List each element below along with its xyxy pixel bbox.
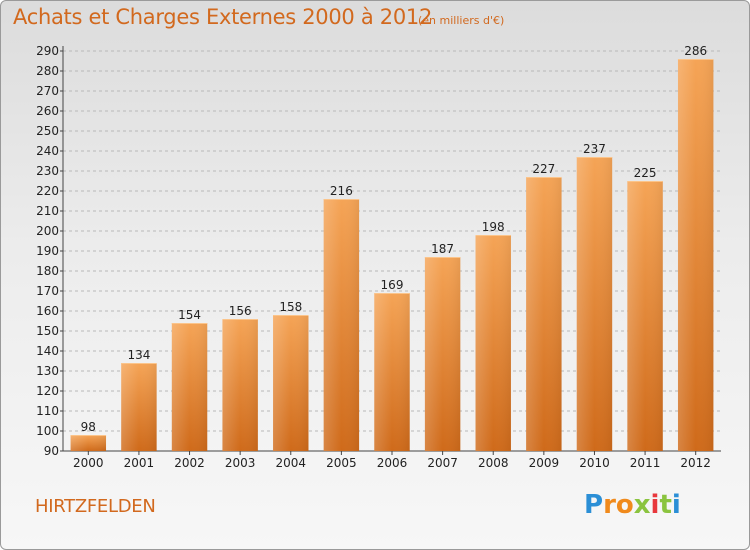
x-tick-label: 2008: [478, 456, 509, 470]
y-tick-label: 180: [36, 264, 59, 278]
x-tick-label: 2010: [579, 456, 610, 470]
data-label: 286: [684, 44, 707, 58]
data-label: 237: [583, 142, 606, 156]
data-label: 98: [81, 420, 96, 434]
y-tick-label: 220: [36, 184, 59, 198]
logo-letter: o: [615, 490, 634, 520]
chart-title: Achats et Charges Externes 2000 à 2012: [13, 5, 433, 29]
x-tick-label: 2009: [529, 456, 560, 470]
logo-letter: i: [671, 490, 681, 520]
data-label: 187: [431, 242, 454, 256]
data-label: 216: [330, 184, 353, 198]
y-tick-label: 170: [36, 284, 59, 298]
logo-letter: t: [659, 490, 672, 520]
proxiti-logo: Proxiti: [584, 490, 681, 520]
y-tick-label: 210: [36, 204, 59, 218]
y-tick-label: 230: [36, 164, 59, 178]
data-label: 225: [634, 166, 657, 180]
x-tick-label: 2003: [225, 456, 256, 470]
x-tick-label: 2002: [174, 456, 205, 470]
y-tick-label: 280: [36, 64, 59, 78]
bar-shading: [475, 235, 511, 451]
y-tick-label: 110: [36, 404, 59, 418]
data-label: 156: [229, 304, 252, 318]
y-tick-label: 250: [36, 124, 59, 138]
x-tick-label: 2006: [377, 456, 408, 470]
bar-shading: [171, 323, 208, 451]
data-label: 158: [279, 300, 302, 314]
x-tick-label: 2005: [326, 456, 357, 470]
y-tick-label: 150: [36, 324, 59, 338]
y-tick-label: 90: [44, 444, 59, 458]
y-tick-label: 140: [36, 344, 59, 358]
y-tick-label: 120: [36, 384, 59, 398]
bars: [70, 59, 714, 451]
y-tick-label: 240: [36, 144, 59, 158]
bar-shading: [121, 363, 157, 451]
y-tick-label: 190: [36, 244, 59, 258]
town-name: HIRTZFELDEN: [35, 496, 156, 517]
bar-shading: [424, 257, 461, 451]
y-tick-label: 200: [36, 224, 59, 238]
y-tick-label: 160: [36, 304, 59, 318]
bar-shading: [576, 157, 613, 451]
logo-letter: P: [584, 490, 604, 520]
bar-shading: [323, 199, 360, 451]
labels: 90 100 110 120 130 140 150 160 170 180 190 200 210 22…: [36, 44, 711, 470]
y-tick-label: 260: [36, 104, 59, 118]
x-tick-label: 2011: [630, 456, 661, 470]
logo-letter: r: [603, 490, 616, 520]
x-tick-label: 2007: [427, 456, 458, 470]
bar-shading: [627, 181, 663, 451]
x-tick-label: 2000: [73, 456, 104, 470]
bar-shading: [526, 177, 562, 451]
data-label: 198: [482, 220, 505, 234]
logo-letter: i: [650, 490, 660, 520]
logo-letter: x: [633, 490, 651, 520]
data-label: 169: [381, 278, 404, 292]
bar-shading: [222, 319, 258, 451]
y-tick-label: 130: [36, 364, 59, 378]
bar-shading: [374, 293, 410, 451]
y-tick-label: 290: [36, 44, 59, 58]
chart-subtitle: (en milliers d'€): [418, 14, 505, 27]
x-tick-label: 2012: [680, 456, 711, 470]
y-tick-label: 270: [36, 84, 59, 98]
x-tick-label: 2004: [275, 456, 306, 470]
data-label: 134: [127, 348, 150, 362]
bar-shading: [677, 59, 714, 451]
data-label: 227: [532, 162, 555, 176]
y-tick-label: 100: [36, 424, 59, 438]
data-label: 154: [178, 308, 201, 322]
bar-shading: [273, 315, 309, 451]
bar-shading: [70, 435, 107, 451]
x-tick-label: 2001: [124, 456, 155, 470]
